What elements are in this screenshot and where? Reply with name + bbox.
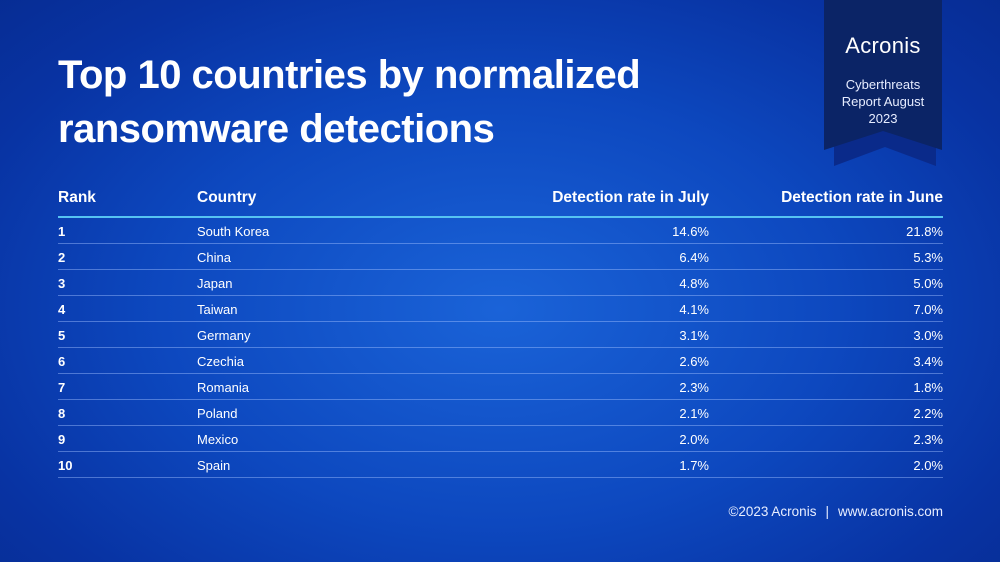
footer-website-link[interactable]: www.acronis.com xyxy=(837,504,943,519)
june-rate-cell: 2.2% xyxy=(913,406,943,421)
june-rate-cell: 21.8% xyxy=(906,224,943,239)
country-cell: Romania xyxy=(197,380,250,395)
country-cell: Czechia xyxy=(197,354,244,369)
table-row: 9 Mexico 2.0% 2.3% xyxy=(58,426,943,452)
table-row: 1 South Korea 14.6% 21.8% xyxy=(58,218,943,244)
rank-cell: 4 xyxy=(58,302,66,317)
footer-separator: | xyxy=(825,504,829,519)
country-cell: South Korea xyxy=(197,224,270,239)
page-title: Top 10 countries by normalized ransomwar… xyxy=(58,48,778,156)
table-row: 4 Taiwan 4.1% 7.0% xyxy=(58,296,943,322)
header-divider xyxy=(58,216,943,218)
july-rate-cell: 2.3% xyxy=(679,380,709,395)
country-cell: Spain xyxy=(197,458,231,473)
rank-cell: 6 xyxy=(58,354,66,369)
rank-cell: 9 xyxy=(58,432,66,447)
country-cell: China xyxy=(197,250,231,265)
table-row: 8 Poland 2.1% 2.2% xyxy=(58,400,943,426)
acronis-logo: Acronis xyxy=(845,33,921,58)
page-title-line-2: ransomware detections xyxy=(58,107,495,151)
june-rate-cell: 7.0% xyxy=(913,302,943,317)
july-rate-cell: 6.4% xyxy=(679,250,709,265)
header-rank: Rank xyxy=(58,189,96,206)
badge-ribbon-shape xyxy=(824,0,942,166)
header-june: Detection rate in June xyxy=(781,189,943,206)
header-july: Detection rate in July xyxy=(552,189,709,206)
rank-cell: 8 xyxy=(58,406,66,421)
table-row: 7 Romania 2.3% 1.8% xyxy=(58,374,943,400)
rank-cell: 3 xyxy=(58,276,66,291)
table-row: 5 Germany 3.1% 3.0% xyxy=(58,322,943,348)
june-rate-cell: 2.3% xyxy=(913,432,943,447)
rank-cell: 10 xyxy=(58,458,73,473)
table-row: 2 China 6.4% 5.3% xyxy=(58,244,943,270)
table-row: 6 Czechia 2.6% 3.4% xyxy=(58,348,943,374)
july-rate-cell: 2.6% xyxy=(679,354,709,369)
country-cell: Poland xyxy=(197,406,238,421)
july-rate-cell: 3.1% xyxy=(679,328,709,343)
july-rate-cell: 4.8% xyxy=(679,276,709,291)
june-rate-cell: 3.4% xyxy=(913,354,943,369)
badge-subtitle-line-1: Cyberthreats xyxy=(845,77,921,92)
badge-subtitle-line-2: Report August xyxy=(841,94,925,109)
june-rate-cell: 5.0% xyxy=(913,276,943,291)
report-badge: Acronis Cyberthreats Report August 2023 xyxy=(824,0,942,170)
page-title-line-1: Top 10 countries by normalized xyxy=(58,53,641,97)
table-header: Rank Country Detection rate in July Dete… xyxy=(58,186,943,216)
rank-cell: 5 xyxy=(58,328,66,343)
june-rate-cell: 2.0% xyxy=(913,458,943,473)
country-cell: Taiwan xyxy=(197,302,238,317)
header-country: Country xyxy=(197,189,257,206)
country-cell: Japan xyxy=(197,276,233,291)
july-rate-cell: 2.1% xyxy=(679,406,709,421)
table-body: 1 South Korea 14.6% 21.8% 2 China 6.4% 5.3% 3 Jap… xyxy=(58,218,943,478)
badge-subtitle-line-3: 2023 xyxy=(868,111,898,126)
july-rate-cell: 2.0% xyxy=(679,432,709,447)
rank-cell: 1 xyxy=(58,224,66,239)
july-rate-cell: 4.1% xyxy=(679,302,709,317)
june-rate-cell: 1.8% xyxy=(913,380,943,395)
detections-table: Rank Country Detection rate in July Dete… xyxy=(58,186,943,478)
july-rate-cell: 1.7% xyxy=(679,458,709,473)
july-rate-cell: 14.6% xyxy=(672,224,709,239)
footer: ©2023 Acronis | www.acronis.com xyxy=(728,504,943,519)
country-cell: Mexico xyxy=(197,432,239,447)
table-row: 3 Japan 4.8% 5.0% xyxy=(58,270,943,296)
table-row: 10 Spain 1.7% 2.0% xyxy=(58,452,943,478)
june-rate-cell: 3.0% xyxy=(913,328,943,343)
footer-copyright: ©2023 Acronis xyxy=(728,504,817,519)
badge-subtitle: Cyberthreats Report August 2023 xyxy=(824,76,942,127)
country-cell: Germany xyxy=(197,328,251,343)
rank-cell: 7 xyxy=(58,380,66,395)
rank-cell: 2 xyxy=(58,250,66,265)
june-rate-cell: 5.3% xyxy=(913,250,943,265)
